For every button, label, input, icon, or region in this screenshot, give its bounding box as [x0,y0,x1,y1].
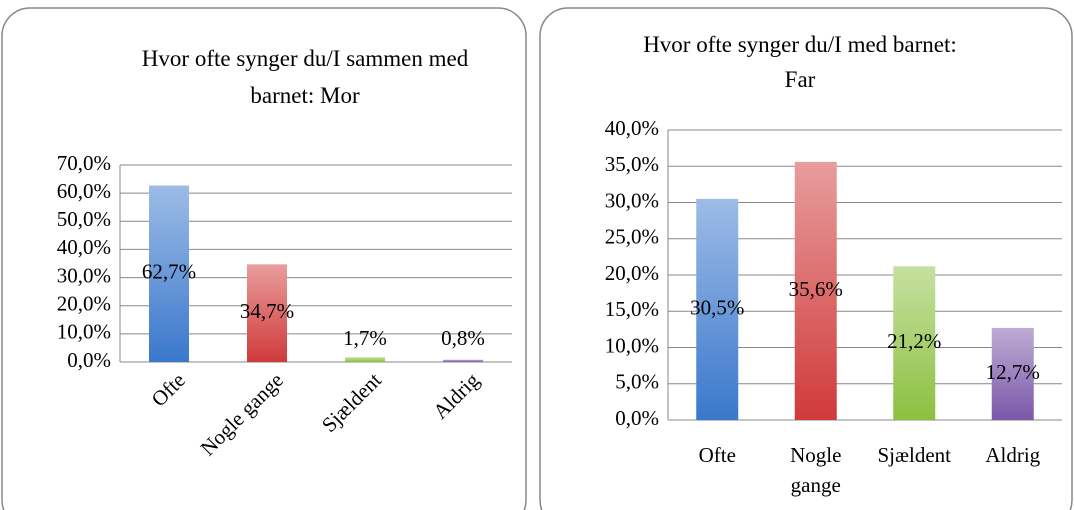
bar [443,359,483,362]
y-tick-label: 40,0% [605,116,659,140]
x-tick-label-box: Ofte [698,443,736,467]
data-label: 35,6% [789,277,843,301]
y-tick-label: 10,0% [57,320,111,344]
bar [149,185,189,362]
bar [696,198,739,420]
x-tick-label: Ofte [698,443,736,467]
y-tick-label: 15,0% [605,297,659,321]
x-tick-label: Sjældent [877,443,951,467]
y-tick-label: 5,0% [615,370,659,394]
bar [247,264,287,362]
y-tick-label: 10,0% [605,333,659,357]
y-tick-label: 35,0% [605,152,659,176]
panel [1,7,527,510]
data-label: 12,7% [986,360,1040,384]
y-tick-label: 25,0% [605,225,659,249]
y-tick-label: 30,0% [57,263,111,287]
chart-title-box: Hvor ofte synger du/I sammen med barnet:… [141,46,469,108]
data-label: 34,7% [240,299,294,323]
data-label: 1,7% [343,326,387,350]
data-label: 62,7% [142,260,196,284]
x-tick-label-box: Nogle gange [790,443,842,497]
x-tick-label-box: Aldrig [985,443,1041,467]
y-tick-label: 60,0% [57,179,111,203]
y-tick-label: 20,0% [605,261,659,285]
bar [345,357,385,362]
x-tick-label: Nogle gange [790,443,842,497]
y-tick-label: 70,0% [57,151,111,175]
chart-title: Hvor ofte synger du/I sammen med barnet:… [141,46,469,108]
y-tick-label: 20,0% [57,292,111,316]
y-tick-label: 0,0% [615,406,659,430]
chart-title-box: Hvor ofte synger du/I med barnet: Far [643,32,957,92]
x-tick-label: Aldrig [985,443,1041,467]
chart-title: Hvor ofte synger du/I med barnet: Far [643,32,957,92]
data-label: 0,8% [441,326,485,350]
data-label: 21,2% [887,329,941,353]
data-label: 30,5% [690,295,744,319]
bar [794,161,837,420]
bar [893,266,936,420]
y-tick-label: 40,0% [57,235,111,259]
y-tick-label: 50,0% [57,207,111,231]
y-tick-label: 30,0% [605,188,659,212]
y-tick-label: 0,0% [67,348,111,372]
x-tick-label-box: Sjældent [877,443,951,467]
bar [991,327,1034,420]
